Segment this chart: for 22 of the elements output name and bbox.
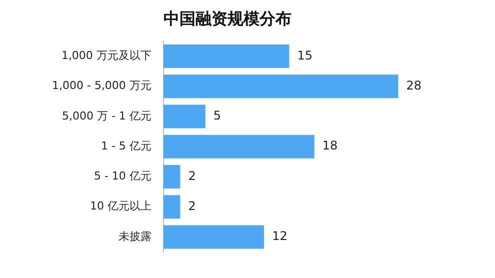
chart-title: 中国融资规模分布 <box>164 8 292 28</box>
y-tick-label: 5,000 万 - 1 亿元 <box>62 109 152 122</box>
bar <box>163 44 290 68</box>
data-label: 28 <box>406 78 422 92</box>
data-label: 18 <box>322 138 338 153</box>
bar <box>163 164 180 188</box>
y-tick-label: 1,000 - 5,000 万元 <box>52 79 152 92</box>
bar <box>163 225 264 249</box>
data-label: 2 <box>188 198 196 213</box>
y-tick-label: 未披露 <box>118 230 152 243</box>
data-label: 15 <box>297 48 312 62</box>
y-tick-label: 1,000 万元及以下 <box>61 49 152 62</box>
y-tick-label: 1 - 5 亿元 <box>100 139 152 152</box>
data-label: 12 <box>272 229 288 244</box>
y-tick-label: 10 亿元以上 <box>90 200 152 213</box>
bar <box>163 134 314 158</box>
bar <box>163 104 206 128</box>
bar <box>163 74 398 98</box>
data-label: 5 <box>213 108 222 123</box>
bar <box>163 195 180 219</box>
data-label: 2 <box>188 168 196 183</box>
y-tick-label: 5 - 10 亿元 <box>94 170 152 183</box>
